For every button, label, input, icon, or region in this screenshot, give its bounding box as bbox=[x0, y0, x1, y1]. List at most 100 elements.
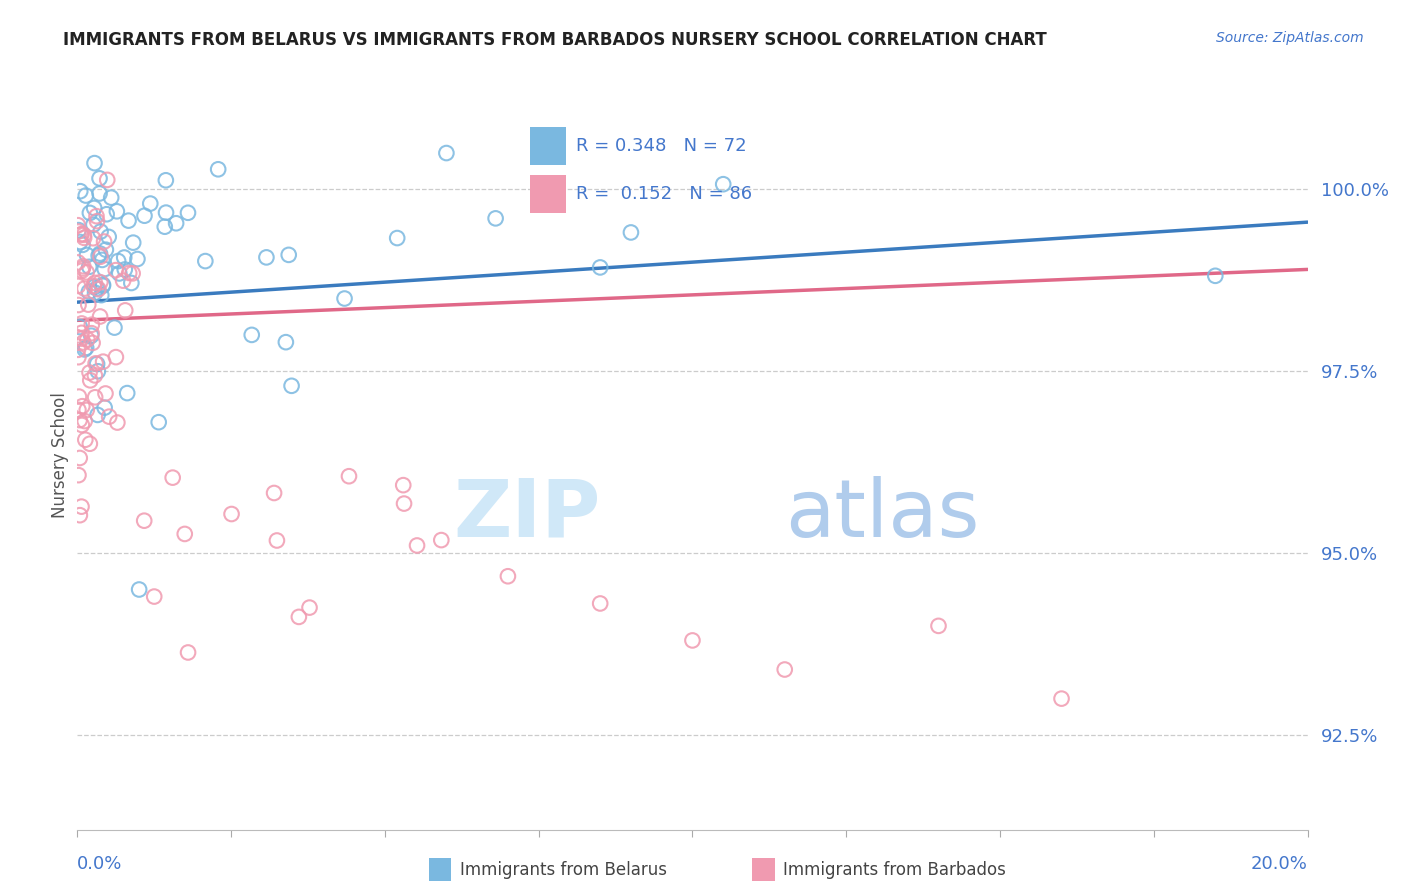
Point bbox=[73, 231, 96, 245]
Point bbox=[72, 260, 94, 274]
Point bbox=[155, 205, 177, 219]
Point bbox=[96, 207, 118, 221]
Point bbox=[94, 243, 117, 257]
Point bbox=[77, 285, 100, 299]
Point bbox=[118, 266, 141, 280]
Point bbox=[221, 507, 243, 521]
Point bbox=[66, 279, 89, 293]
Point bbox=[66, 343, 89, 357]
Point bbox=[121, 266, 143, 280]
Point bbox=[254, 251, 277, 265]
Point bbox=[83, 279, 105, 293]
Point bbox=[153, 219, 176, 234]
Point bbox=[67, 223, 90, 237]
Point bbox=[70, 227, 93, 242]
Point bbox=[77, 298, 100, 312]
Point bbox=[79, 206, 101, 220]
Point bbox=[280, 379, 302, 393]
Point bbox=[173, 527, 195, 541]
Point bbox=[76, 333, 98, 347]
Point bbox=[80, 318, 103, 332]
Point bbox=[80, 326, 103, 341]
Point bbox=[108, 267, 131, 281]
Point bbox=[72, 335, 94, 350]
Text: Immigrants from Barbados: Immigrants from Barbados bbox=[783, 861, 1007, 879]
Text: 0.0%: 0.0% bbox=[77, 855, 122, 873]
Point bbox=[620, 226, 643, 240]
Point bbox=[86, 214, 108, 228]
Point bbox=[115, 386, 138, 401]
Point bbox=[67, 390, 90, 404]
Text: IMMIGRANTS FROM BELARUS VS IMMIGRANTS FROM BARBADOS NURSERY SCHOOL CORRELATION C: IMMIGRANTS FROM BELARUS VS IMMIGRANTS FR… bbox=[63, 31, 1047, 49]
Point bbox=[266, 533, 288, 548]
Point bbox=[90, 225, 112, 239]
Point bbox=[89, 186, 111, 201]
Point bbox=[87, 248, 110, 262]
Point bbox=[94, 386, 117, 401]
Point bbox=[589, 597, 612, 611]
Point bbox=[84, 390, 107, 404]
Point bbox=[83, 156, 105, 170]
Point bbox=[70, 326, 93, 340]
Text: Immigrants from Belarus: Immigrants from Belarus bbox=[460, 861, 666, 879]
Point bbox=[91, 277, 114, 292]
Point bbox=[87, 282, 110, 296]
Point bbox=[91, 252, 114, 267]
Point bbox=[77, 260, 100, 274]
Point bbox=[177, 206, 200, 220]
Point bbox=[114, 303, 136, 318]
Point bbox=[112, 251, 135, 265]
Point bbox=[73, 227, 96, 242]
Point bbox=[89, 250, 111, 264]
Point bbox=[105, 204, 128, 219]
Point bbox=[128, 582, 150, 597]
Point bbox=[122, 235, 145, 250]
Point bbox=[240, 327, 263, 342]
Point bbox=[82, 335, 104, 350]
Point bbox=[72, 237, 94, 252]
Point bbox=[72, 399, 94, 413]
Point bbox=[86, 281, 108, 295]
Point bbox=[70, 227, 93, 242]
Point bbox=[80, 328, 103, 343]
Point bbox=[104, 350, 127, 364]
Point bbox=[485, 211, 508, 226]
Point bbox=[496, 569, 519, 583]
Point bbox=[1204, 268, 1226, 283]
Point bbox=[89, 246, 111, 260]
Point bbox=[67, 298, 90, 312]
Point bbox=[69, 320, 91, 334]
Point bbox=[69, 413, 91, 427]
Point bbox=[100, 191, 122, 205]
Text: atlas: atlas bbox=[785, 475, 979, 554]
Point bbox=[98, 409, 121, 424]
Point bbox=[105, 416, 128, 430]
Point bbox=[148, 415, 170, 429]
Point bbox=[69, 184, 91, 198]
Point bbox=[207, 162, 229, 177]
Point bbox=[69, 450, 91, 465]
Point bbox=[96, 173, 118, 187]
Point bbox=[79, 373, 101, 387]
Point bbox=[436, 146, 458, 161]
Point bbox=[127, 252, 149, 266]
Point bbox=[120, 276, 142, 290]
Point bbox=[82, 231, 104, 245]
Point bbox=[67, 402, 90, 417]
Point bbox=[83, 201, 105, 215]
Point bbox=[75, 188, 97, 202]
Point bbox=[90, 288, 112, 302]
Point bbox=[117, 213, 139, 227]
Point bbox=[165, 216, 187, 230]
Point bbox=[84, 356, 107, 370]
Point bbox=[72, 261, 94, 276]
Point bbox=[333, 292, 356, 306]
Point bbox=[79, 366, 101, 380]
Point bbox=[177, 645, 200, 659]
Point bbox=[82, 218, 104, 232]
Point bbox=[91, 354, 114, 368]
Point bbox=[89, 171, 111, 186]
Point bbox=[69, 508, 91, 523]
Point bbox=[430, 533, 453, 547]
Point bbox=[134, 514, 156, 528]
